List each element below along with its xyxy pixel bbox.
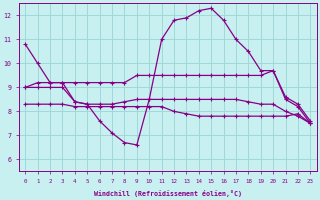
X-axis label: Windchill (Refroidissement éolien,°C): Windchill (Refroidissement éolien,°C) bbox=[94, 190, 242, 197]
